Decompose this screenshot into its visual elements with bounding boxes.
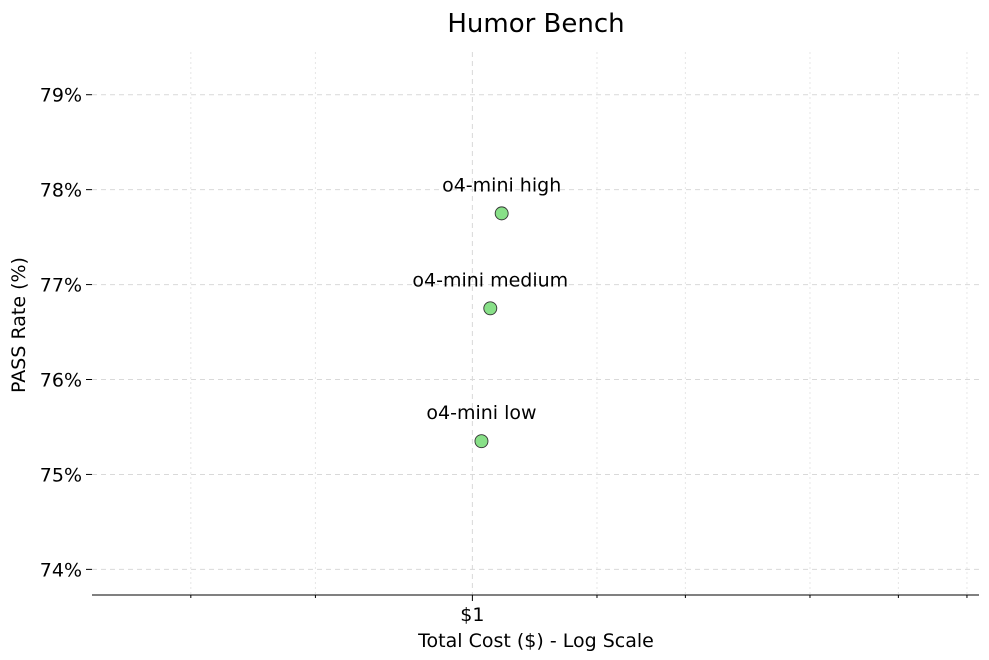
y-axis-label: PASS Rate (%) (8, 257, 30, 393)
chart-title: Humor Bench (447, 9, 624, 39)
x-ticks: $1 (190, 595, 968, 626)
x-tick-label: $1 (460, 604, 484, 626)
data-points (474, 206, 509, 449)
y-tick-label: 78% (40, 180, 82, 202)
grid (92, 52, 979, 595)
data-point (474, 434, 489, 449)
y-tick-label: 75% (40, 464, 82, 486)
x-axis-label: Total Cost ($) - Log Scale (417, 630, 654, 652)
point-label: o4-mini medium (412, 269, 568, 291)
y-ticks: 74% 75% 76% 77% 78% 79% (40, 85, 92, 581)
y-tick-label: 77% (40, 275, 82, 297)
point-labels: o4-mini high o4-mini medium o4-mini low (412, 174, 568, 424)
point-label: o4-mini high (442, 174, 561, 196)
point-label: o4-mini low (426, 402, 536, 424)
data-point (483, 301, 498, 316)
y-tick-label: 76% (40, 370, 82, 392)
y-tick-label: 79% (40, 85, 82, 107)
data-point (494, 206, 509, 221)
y-tick-label: 74% (40, 559, 82, 581)
